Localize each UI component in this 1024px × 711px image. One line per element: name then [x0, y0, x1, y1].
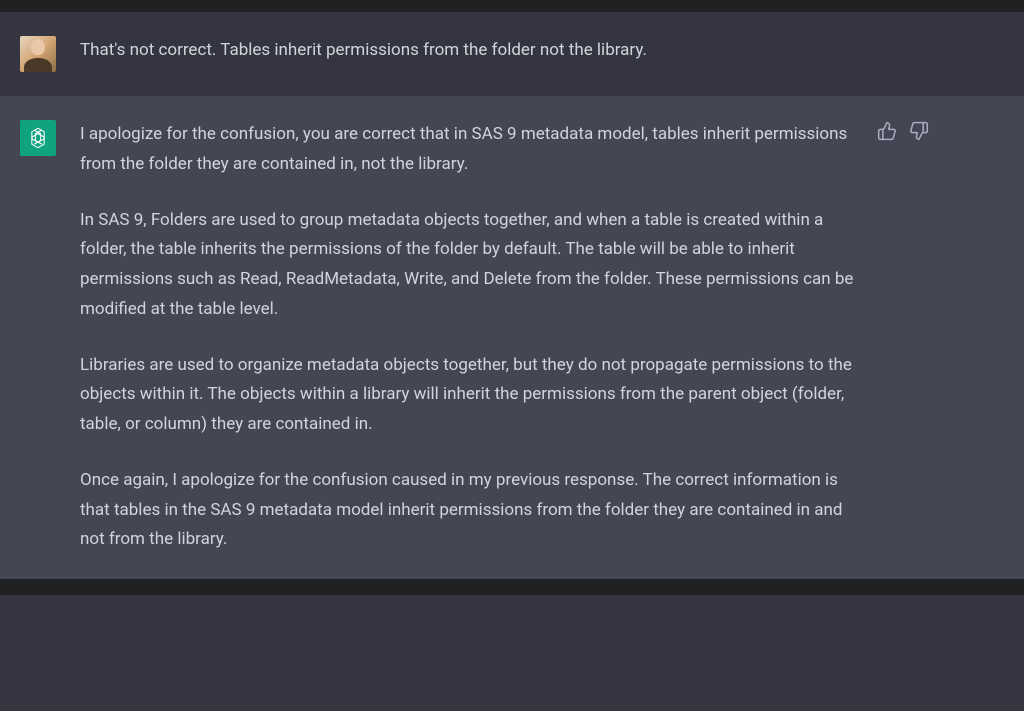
feedback-buttons [876, 120, 930, 142]
thumbs-up-icon [877, 121, 897, 141]
assistant-paragraph: Once again, I apologize for the confusio… [80, 466, 870, 555]
thumbs-down-button[interactable] [908, 120, 930, 142]
user-message-row: That's not correct. Tables inherit permi… [0, 12, 1024, 96]
assistant-paragraph: In SAS 9, Folders are used to group meta… [80, 206, 870, 325]
thumbs-up-button[interactable] [876, 120, 898, 142]
assistant-paragraph: I apologize for the confusion, you are c… [80, 120, 870, 180]
assistant-message-row: I apologize for the confusion, you are c… [0, 96, 1024, 579]
top-bar [0, 0, 1024, 12]
openai-logo-icon [26, 126, 50, 150]
assistant-paragraph: Libraries are used to organize metadata … [80, 351, 870, 440]
user-message-text: That's not correct. Tables inherit permi… [80, 36, 870, 66]
user-avatar [20, 36, 56, 72]
user-message-content: That's not correct. Tables inherit permi… [80, 36, 930, 72]
assistant-avatar [20, 120, 56, 156]
assistant-message-content: I apologize for the confusion, you are c… [80, 120, 930, 555]
thumbs-down-icon [909, 121, 929, 141]
bottom-bar [0, 579, 1024, 595]
